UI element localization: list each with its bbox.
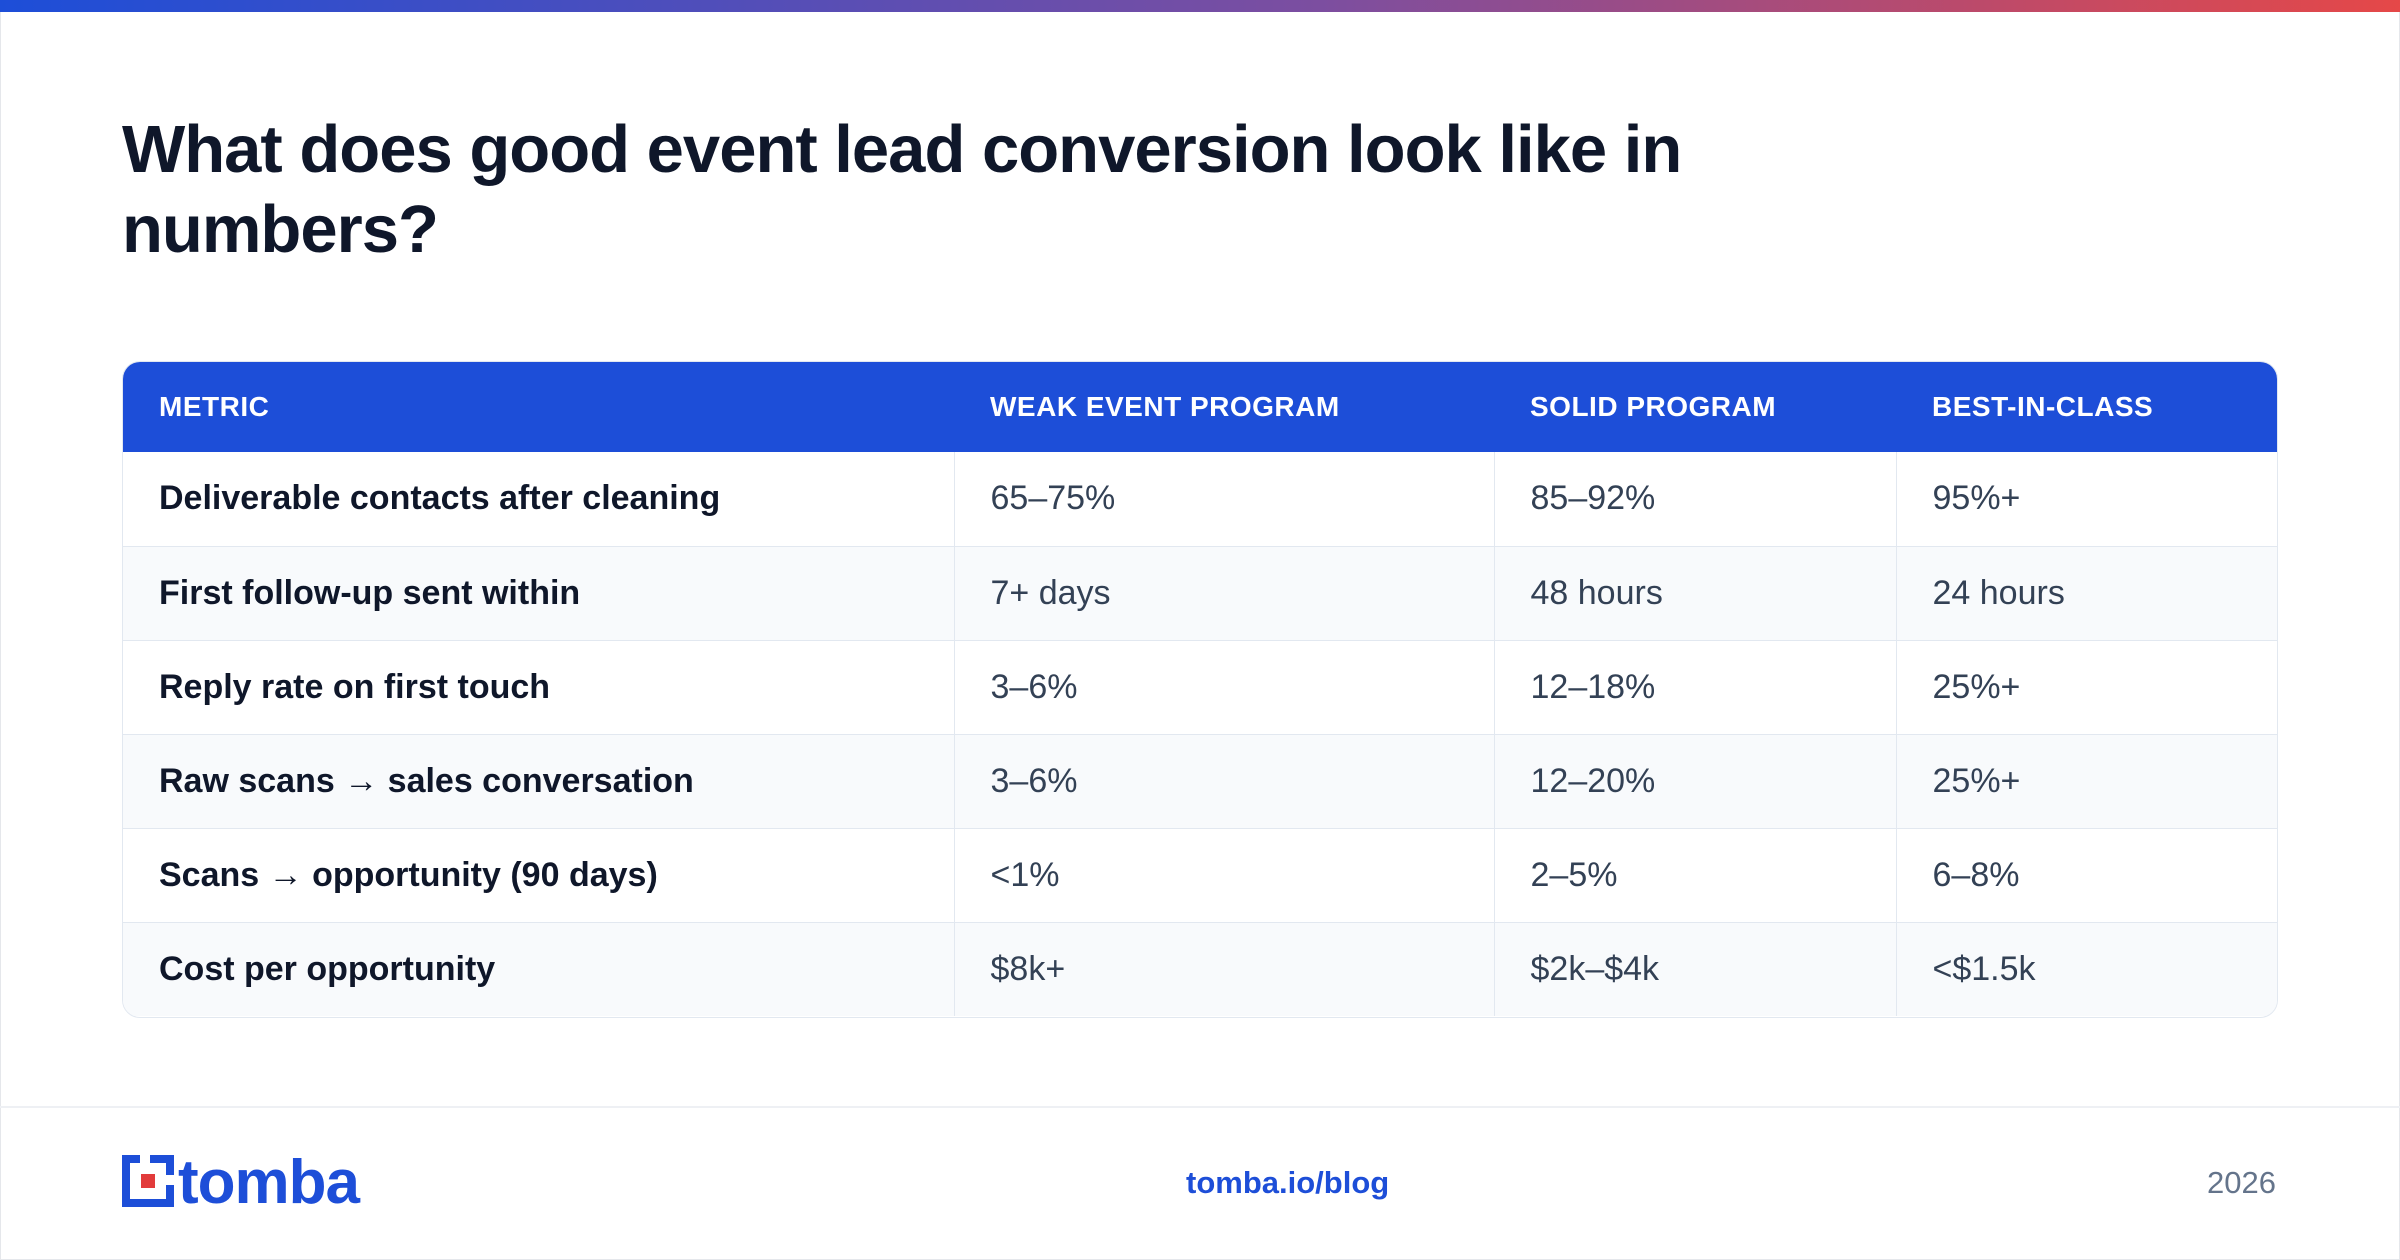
logo-wordmark: tomba — [178, 1148, 360, 1217]
best-cell: <$1.5k — [1895, 921, 2277, 1016]
table-row: First follow-up sent within 7+ days 48 h… — [123, 545, 2277, 640]
table-row: Cost per opportunity $8k+ $2k–$4k <$1.5k — [123, 921, 2277, 1016]
footer-year: 2026 — [2207, 1165, 2276, 1200]
weak-cell: 65–75% — [953, 452, 1494, 546]
weak-cell: <1% — [953, 827, 1494, 922]
metric-cell: First follow-up sent within — [123, 545, 954, 640]
best-cell: 25%+ — [1895, 733, 2277, 828]
metric-cell: Deliverable contacts after cleaning — [159, 479, 721, 518]
best-cell: 24 hours — [1895, 545, 2277, 640]
best-cell: 25%+ — [1895, 639, 2277, 734]
gradient-top-bar — [0, 0, 2400, 12]
tomba-logo[interactable]: tomba — [122, 1148, 360, 1217]
table-row: Raw scans → sales conversation 3–6% 12–2… — [123, 733, 2277, 828]
blog-link[interactable]: tomba.io/blog — [1186, 1165, 1390, 1200]
metrics-table: METRIC WEAK EVENT PROGRAM SOLID PROGRAM … — [122, 361, 2278, 1018]
solid-cell: 2–5% — [1493, 827, 1896, 922]
weak-cell: 7+ days — [953, 545, 1494, 640]
solid-cell: 85–92% — [1493, 452, 1896, 546]
best-cell: 95%+ — [1895, 452, 2277, 546]
metric-cell: Raw scans → sales conversation — [123, 733, 954, 828]
solid-cell: 12–20% — [1493, 733, 1896, 828]
weak-cell: $8k+ — [953, 921, 1494, 1016]
table-header-row: METRIC WEAK EVENT PROGRAM SOLID PROGRAM … — [123, 362, 2277, 452]
metric-cell: Cost per opportunity — [123, 921, 954, 1016]
best-cell: 6–8% — [1895, 827, 2277, 922]
column-header-best: BEST-IN-CLASS — [1932, 391, 2154, 422]
metric-cell: Reply rate on first touch — [123, 639, 954, 734]
column-header-weak: WEAK EVENT PROGRAM — [990, 391, 1340, 422]
table-row: Reply rate on first touch 3–6% 12–18% 25… — [123, 639, 2277, 734]
logo-mark-icon — [122, 1154, 174, 1212]
solid-cell: 12–18% — [1493, 639, 1896, 734]
column-header-metric: METRIC — [159, 391, 270, 422]
column-header-solid: SOLID PROGRAM — [1530, 391, 1777, 422]
table-row: Deliverable contacts after cleaning 65–7… — [123, 452, 2277, 546]
solid-cell: $2k–$4k — [1493, 921, 1896, 1016]
footer-divider — [0, 1106, 2400, 1108]
page-title: What does good event lead conversion loo… — [122, 112, 1682, 267]
weak-cell: 3–6% — [953, 639, 1494, 734]
solid-cell: 48 hours — [1493, 545, 1896, 640]
table-row: Scans → opportunity (90 days) <1% 2–5% 6… — [123, 827, 2277, 922]
weak-cell: 3–6% — [953, 733, 1494, 828]
metric-cell: Scans → opportunity (90 days) — [123, 827, 954, 922]
